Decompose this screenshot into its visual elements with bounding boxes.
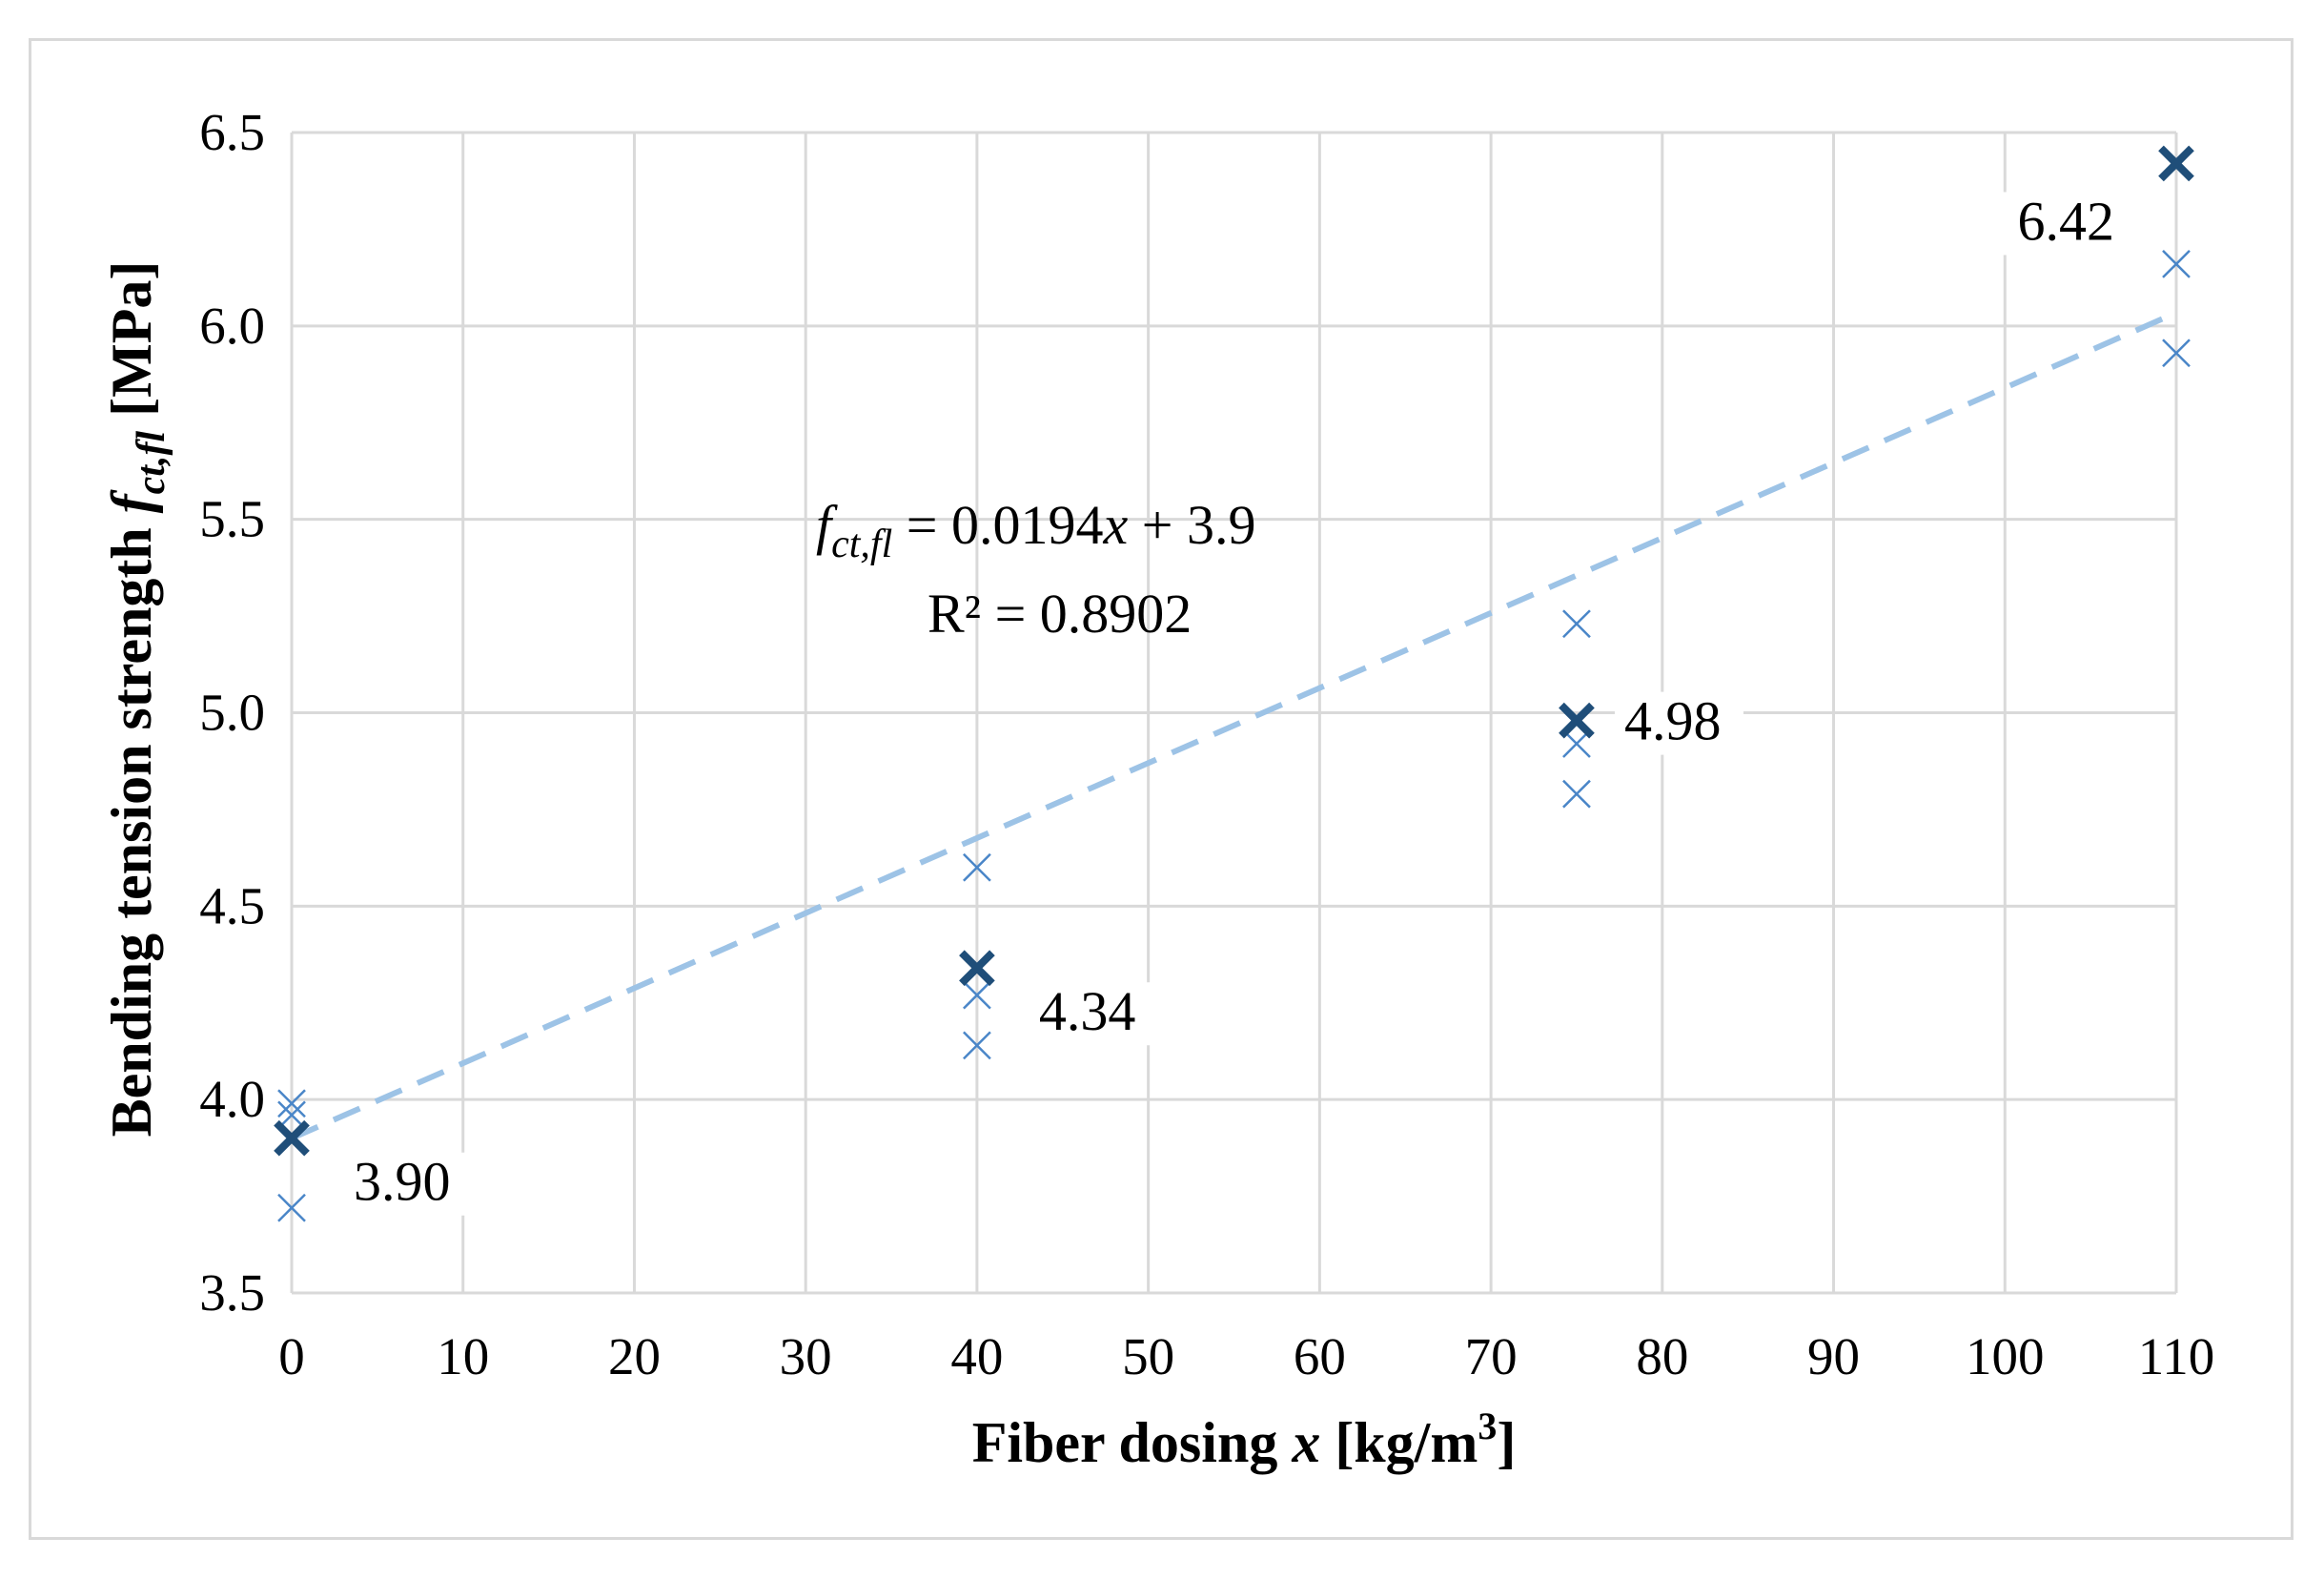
y-tick-labels: 3.5 4.0 4.5 5.0 5.5 6.0 6.5 <box>199 103 265 1322</box>
marker-stroke <box>1559 702 1595 739</box>
marker-stroke <box>1562 729 1591 758</box>
mean-marker <box>1559 702 1595 739</box>
specimen-marker <box>1562 779 1591 809</box>
marker-stroke <box>1562 609 1591 639</box>
x-axis-title: Fiber dosing x [kg/m3] <box>972 1405 1517 1474</box>
y-tick-label: 6.5 <box>199 103 265 161</box>
specimen-marker <box>277 1100 306 1130</box>
trendline-group <box>290 310 2178 1141</box>
specimen-marker <box>1562 729 1591 758</box>
marker-stroke <box>963 852 991 882</box>
data-labels: 3.90 4.34 4.98 6.42 <box>344 190 2124 1216</box>
x-tick-label: 80 <box>1636 1327 1688 1385</box>
x-tick-label: 90 <box>1807 1327 1860 1385</box>
x-tick-label: 0 <box>278 1327 305 1385</box>
y-tick-label: 4.0 <box>199 1070 265 1128</box>
scatter-chart: 0 10 20 30 40 50 60 70 80 90 100 110 3.5 4.0 4.5 5.0 5.… <box>100 103 2214 1474</box>
x-tick-label: 70 <box>1465 1327 1518 1385</box>
marker-stroke <box>1562 779 1591 809</box>
y-axis-title: Bending tension strength fct,fl [MPa] <box>100 261 173 1138</box>
specimen-marker <box>277 1089 306 1118</box>
data-label: 4.34 <box>1039 980 1136 1042</box>
x-tick-label: 20 <box>608 1327 661 1385</box>
y-tick-label: 3.5 <box>199 1263 265 1322</box>
y-tick-label: 5.0 <box>199 684 265 742</box>
data-label-background <box>1029 982 1158 1046</box>
x-tick-label: 40 <box>950 1327 1003 1385</box>
x-tick-label: 30 <box>780 1327 832 1385</box>
trendline-r-squared: R² = 0.8902 <box>928 583 1192 645</box>
x-tick-label: 100 <box>1966 1327 2045 1385</box>
mean-marker <box>959 950 995 987</box>
data-label-background <box>1614 691 1743 755</box>
specimen-marker <box>963 1031 991 1060</box>
mean-marker <box>274 1119 310 1157</box>
chart-frame: 0 10 20 30 40 50 60 70 80 90 100 110 3.5 4.0 4.5 5.0 5.… <box>29 38 2293 1540</box>
x-tick-label: 10 <box>437 1327 489 1385</box>
marker-stroke <box>274 1119 310 1157</box>
data-label: 6.42 <box>2018 190 2115 252</box>
gridlines <box>290 131 2178 1295</box>
x-tick-label: 110 <box>2138 1327 2214 1385</box>
marker-stroke <box>277 1100 306 1130</box>
x-tick-label: 60 <box>1294 1327 1346 1385</box>
specimen-marker <box>1562 609 1591 639</box>
marker-stroke <box>2158 145 2194 182</box>
marker-stroke <box>277 1193 306 1222</box>
marker-stroke <box>959 950 995 987</box>
x-tick-labels: 0 10 20 30 40 50 60 70 80 90 100 110 <box>278 1327 2214 1385</box>
data-label: 4.98 <box>1624 690 1722 752</box>
marker-stroke <box>2162 250 2191 278</box>
data-label-background <box>1995 192 2124 256</box>
specimen-marker <box>277 1193 306 1222</box>
y-tick-label: 4.5 <box>199 876 265 934</box>
specimen-marker <box>963 980 991 1010</box>
y-tick-label: 5.5 <box>199 490 265 548</box>
data-label-background <box>344 1152 473 1216</box>
specimen-marker <box>2162 338 2191 368</box>
marker-stroke <box>2162 338 2191 368</box>
trendline <box>290 310 2178 1141</box>
mean-marker <box>2158 145 2194 182</box>
trendline-equation: fct,fl = 0.0194x + 3.9 <box>816 494 1255 566</box>
marker-stroke <box>963 1031 991 1060</box>
specimen-marker <box>963 852 991 882</box>
marker-stroke <box>277 1089 306 1118</box>
specimen-marker <box>2162 250 2191 278</box>
data-points <box>274 145 2194 1222</box>
x-tick-label: 50 <box>1122 1327 1174 1385</box>
marker-stroke <box>963 980 991 1010</box>
data-label: 3.90 <box>354 1151 451 1213</box>
y-tick-label: 6.0 <box>199 297 265 355</box>
